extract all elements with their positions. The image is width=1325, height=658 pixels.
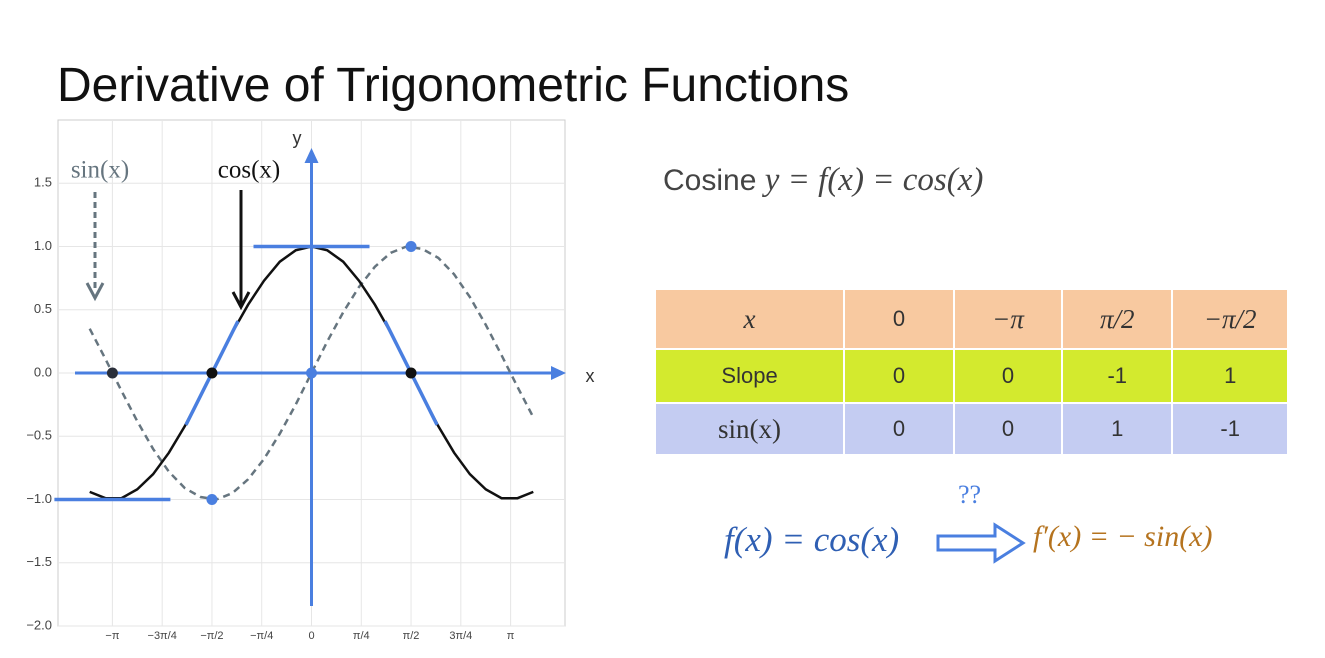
cos-arrow-head [231, 291, 251, 311]
implies-arrow [936, 522, 1026, 564]
x-tick-label: π/2 [403, 630, 420, 642]
point [206, 367, 218, 379]
slide-title: Derivative of Trigonometric Functions [57, 59, 850, 112]
table-row: x 0 −π π/2 −π/2 [653, 288, 1289, 350]
point [106, 367, 118, 379]
y-axis-label: y [293, 128, 302, 148]
table-cell: sin(x) [653, 402, 846, 456]
y-tick-label: −0.5 [26, 428, 52, 443]
sin-arrow-head [85, 282, 105, 302]
point [306, 367, 317, 379]
arrow-shape [936, 522, 1026, 564]
point [405, 241, 417, 252]
x-tick-label: 0 [308, 630, 314, 642]
x-tick-label: −π/2 [200, 630, 223, 642]
table-cell: π/2 [1061, 288, 1174, 350]
x-axis-label: x [586, 366, 595, 386]
table-cell: 0 [843, 348, 955, 404]
heading-label: Cosine [663, 164, 757, 197]
table-cell: -1 [1171, 402, 1289, 456]
x-tick-label: −π [105, 630, 119, 642]
chart: x y sin(x) cos(x) −2.0 −1.5 −1.0 −0.5 0.0 0.5… [26, 119, 595, 642]
y-tick-label: 1.0 [34, 238, 52, 253]
heading: Cosine y = f(x) = cos(x) [663, 162, 983, 199]
formula-question: ?? [958, 480, 982, 509]
formula-left: f(x) = cos(x) [724, 520, 900, 559]
x-tick-label: −3π/4 [148, 630, 177, 642]
table-cell: Slope [653, 348, 846, 404]
y-tick-label: −1.0 [26, 491, 52, 506]
heading-equation: y = f(x) = cos(x) [764, 162, 984, 198]
x-axis-arrow [551, 366, 566, 380]
y-tick-label: −1.5 [26, 554, 52, 569]
table-cell: −π/2 [1171, 288, 1289, 350]
slope-table: x 0 −π π/2 −π/2 Slope 0 0 -1 1 sin(x) 0 0 1 -1 [653, 288, 1289, 456]
table-cell: 1 [1171, 348, 1289, 404]
table-cell: 0 [952, 402, 1064, 456]
y-axis-arrow [304, 148, 319, 163]
table-cell: −π [952, 288, 1064, 350]
cos-annotation: cos(x) [218, 157, 280, 184]
sin-annotation: sin(x) [71, 157, 129, 184]
formula-right: f′(x) = − sin(x) [1033, 520, 1213, 553]
y-tick-label: −2.0 [26, 617, 52, 632]
table-cell: -1 [1061, 348, 1174, 404]
table-cell: 0 [952, 348, 1064, 404]
y-tick-label: 0.0 [34, 364, 52, 379]
x-tick-label: 3π/4 [449, 630, 472, 642]
y-tick-label: 0.5 [34, 301, 52, 316]
table-cell: 0 [843, 288, 955, 350]
x-tick-label: −π/4 [250, 630, 273, 642]
table-cell: 0 [843, 402, 955, 456]
table-cell: x [653, 288, 846, 350]
table-row: Slope 0 0 -1 1 [653, 348, 1289, 404]
x-tick-label: π/4 [353, 630, 370, 642]
x-tick-label: π [507, 630, 515, 642]
table-cell: 1 [1061, 402, 1174, 456]
point [405, 367, 417, 379]
y-tick-label: 1.5 [34, 175, 52, 190]
table-row: sin(x) 0 0 1 -1 [653, 402, 1289, 456]
point [206, 494, 218, 505]
